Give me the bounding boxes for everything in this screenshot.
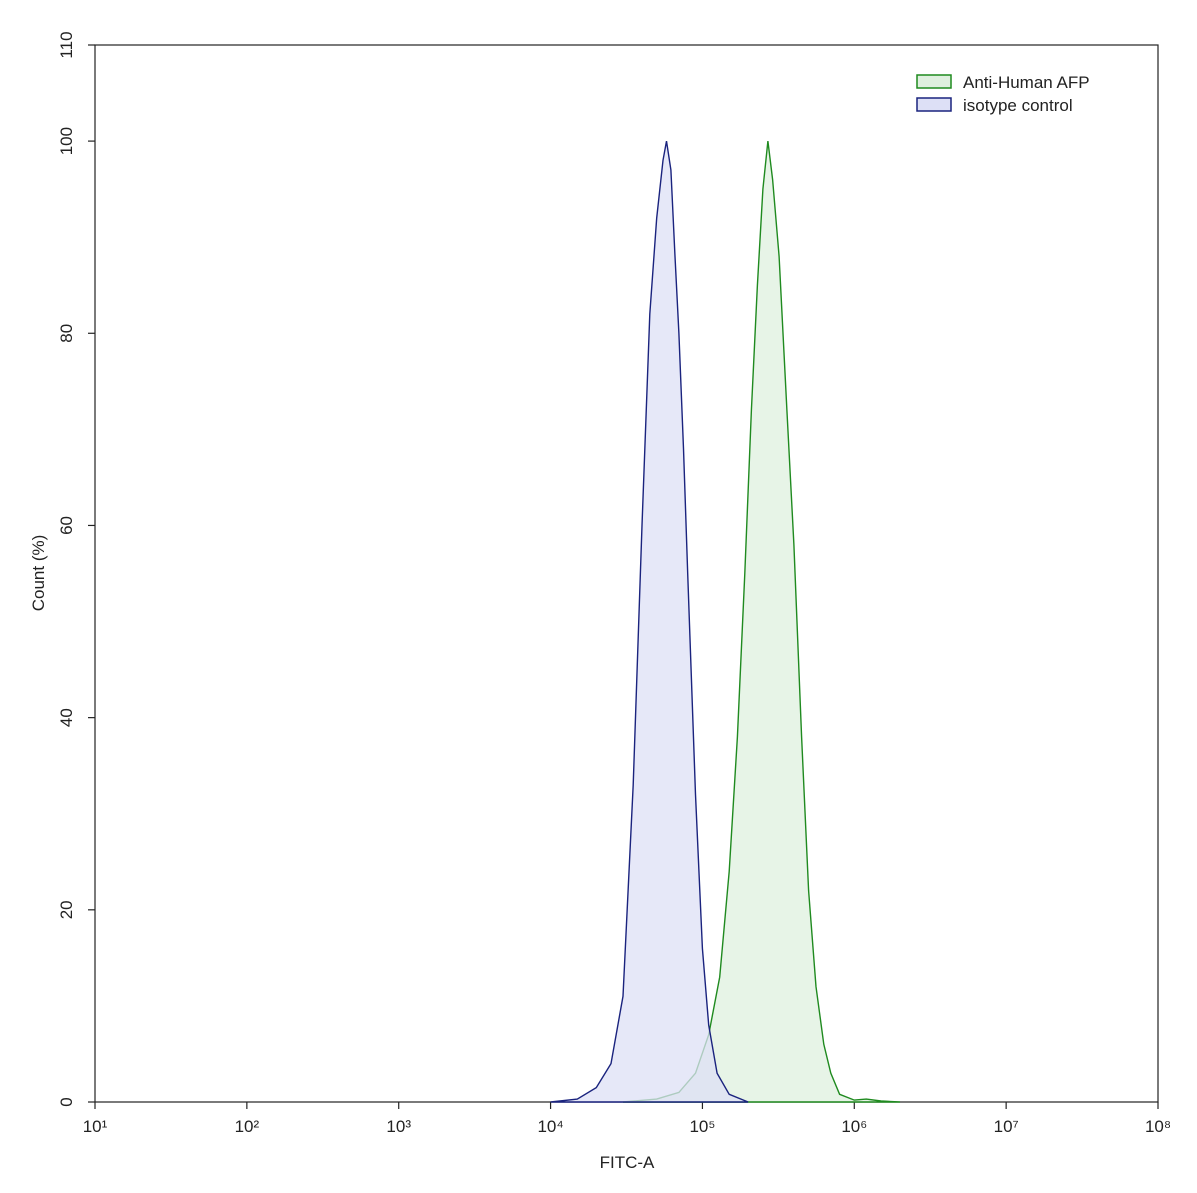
x-tick-label: 10⁴ [537, 1117, 563, 1136]
y-tick-label: 60 [57, 516, 76, 535]
x-tick-label: 10² [235, 1117, 260, 1136]
histogram-area [550, 140, 749, 1103]
legend-label: Anti-Human AFP [963, 73, 1090, 92]
x-tick-label: 10⁷ [994, 1117, 1019, 1136]
y-axis-label: Count (%) [29, 535, 48, 612]
x-tick-label: 10⁸ [1145, 1117, 1171, 1136]
histogram-area [622, 141, 901, 1103]
y-tick-label: 0 [57, 1097, 76, 1106]
legend-label: isotype control [963, 96, 1073, 115]
y-tick-label: 100 [57, 127, 76, 155]
y-tick-label: 80 [57, 324, 76, 343]
legend-swatch [916, 97, 952, 112]
y-tick-label: 20 [57, 900, 76, 919]
y-tick-label: 40 [57, 708, 76, 727]
legend-swatch [916, 74, 952, 89]
x-tick-label: 10¹ [83, 1117, 108, 1136]
x-axis-label: FITC-A [600, 1153, 655, 1172]
x-tick-label: 10⁵ [689, 1117, 715, 1136]
x-tick-label: 10⁶ [841, 1117, 867, 1136]
y-tick-label: 110 [57, 31, 76, 58]
x-tick-label: 10³ [386, 1117, 411, 1136]
